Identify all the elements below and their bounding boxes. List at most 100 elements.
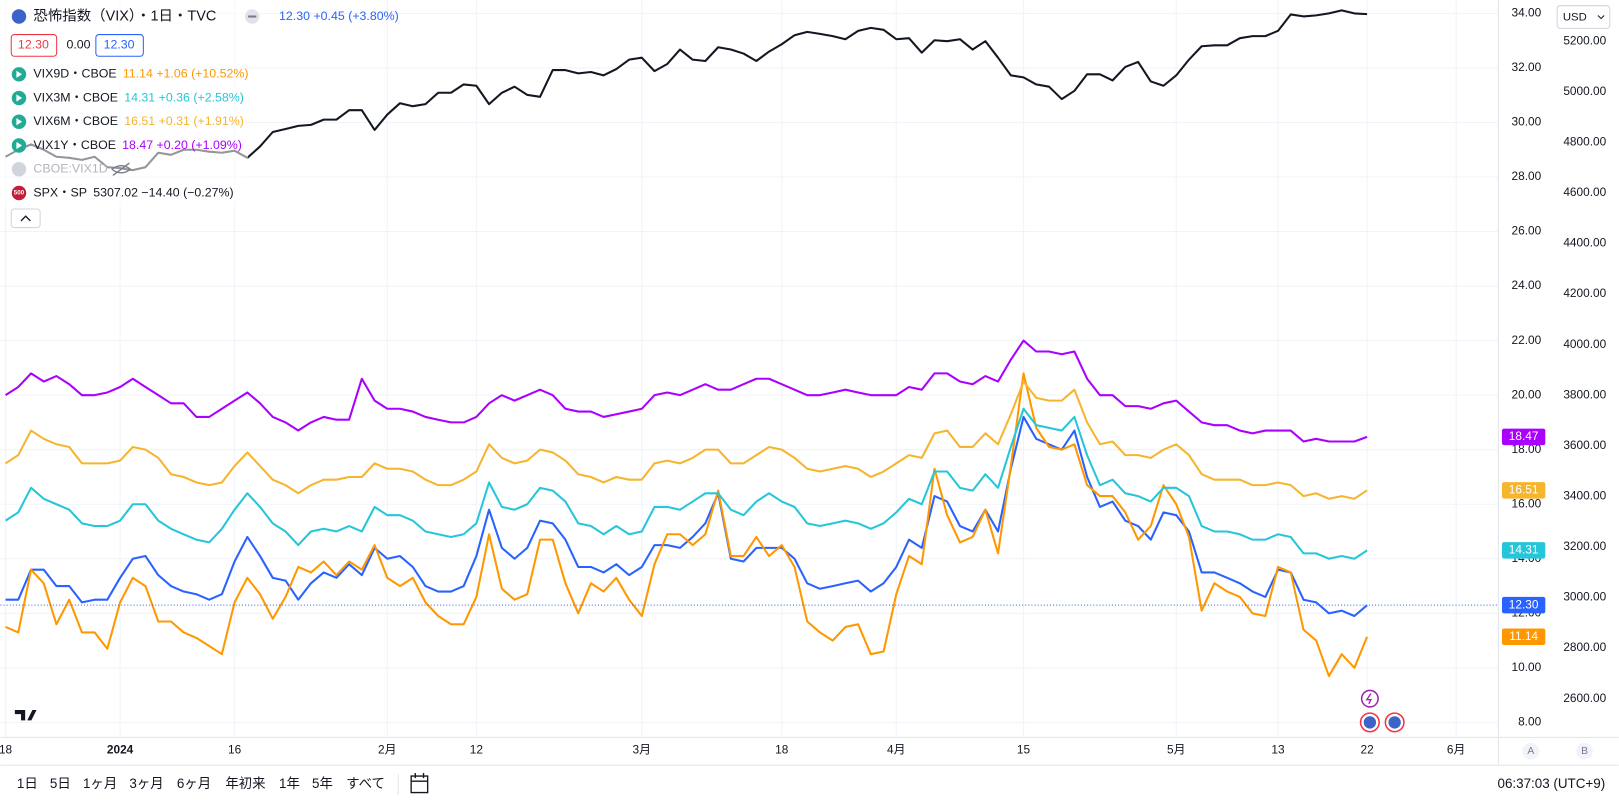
legend-value: 18.47 +0.20 (+1.09%): [122, 138, 242, 152]
legend-value: 12.30 +0.45 (+3.80%): [279, 9, 399, 23]
y-tick-label: 22.00: [1512, 333, 1542, 347]
y-tick-label: 20.00: [1512, 387, 1542, 401]
price-tag-label: 11.14: [1509, 629, 1538, 643]
badge: 500: [14, 190, 25, 197]
legend-name[interactable]: 恐怖指数（VIX）・1日・TVC: [33, 7, 216, 24]
x-tick-label: 3月: [633, 742, 651, 756]
x-tick-label: 18: [0, 742, 13, 756]
price-tag: [1501, 428, 1546, 446]
scale-button-label[interactable]: A: [1527, 746, 1534, 757]
y-tick-label: 30.00: [1512, 115, 1542, 129]
x-tick-label: 6月: [1447, 742, 1465, 756]
symbol-icon-mark: [16, 118, 23, 126]
scale-button[interactable]: [1522, 743, 1540, 760]
y-tick-label: 34.00: [1512, 6, 1542, 20]
legend-value: 14.31 +0.36 (+2.58%): [124, 90, 244, 104]
x-tick-label: 2月: [378, 742, 396, 756]
range-button[interactable]: 3ヶ月: [129, 776, 163, 791]
legend-name[interactable]: VIX6M・CBOE: [33, 114, 118, 128]
price-tag: [1501, 628, 1546, 646]
symbol-icon-mark: [16, 70, 23, 78]
x-tick-label: 15: [1017, 742, 1031, 756]
flag-icon: [1363, 716, 1377, 729]
hidden-series[interactable]: CBOE:VIX1D: [33, 162, 107, 176]
clock: 06:37:03 (UTC+9): [1497, 776, 1605, 791]
hidden-icon: [11, 162, 27, 177]
symbol-icon-mark: [16, 94, 23, 102]
y-tick-label: 18.00: [1512, 442, 1542, 456]
currency[interactable]: USD: [1563, 12, 1587, 24]
sell-price[interactable]: 12.30: [18, 38, 49, 52]
x-tick-label: 13: [1271, 742, 1285, 756]
logo[interactable]: [14, 710, 37, 721]
legend-name[interactable]: VIX9D・CBOE: [33, 67, 116, 81]
badge-icon: [11, 185, 27, 201]
series-line: [5, 339, 1368, 443]
collapse-icon: [20, 215, 31, 222]
range-button[interactable]: 6ヶ月: [177, 776, 211, 791]
y2-tick-label: 3800.00: [1563, 387, 1606, 401]
event-icon[interactable]: [1360, 689, 1379, 708]
y2-tick-label: 2800.00: [1563, 640, 1606, 654]
price-tag: [1501, 542, 1546, 559]
y2-tick-label: 4800.00: [1563, 135, 1606, 149]
scale-button-label[interactable]: B: [1581, 746, 1588, 757]
legend-value: 5307.02 −14.40 (−0.27%): [93, 185, 233, 199]
currency-button[interactable]: [1556, 5, 1611, 29]
x-tick-label: 22: [1361, 742, 1374, 756]
currency-caret: [1597, 15, 1605, 20]
y2-tick-label: 4000.00: [1563, 337, 1606, 351]
range-button[interactable]: 1ヶ月: [83, 776, 117, 791]
x-tick-label: 12: [470, 742, 483, 756]
sell-box[interactable]: [10, 34, 58, 57]
series-line: [5, 380, 1368, 500]
y-tick-label: 16.00: [1512, 496, 1542, 510]
legend-value: 16.51 +0.31 (+1.91%): [124, 114, 244, 128]
legend-value: 11.14 +1.06 (+10.52%): [123, 67, 249, 81]
price-tag: [1501, 596, 1546, 614]
price-tag-label: 18.47: [1509, 429, 1539, 443]
x-tick-label: 5月: [1167, 742, 1185, 756]
y2-tick-label: 4600.00: [1563, 185, 1606, 199]
range-button[interactable]: 1年: [279, 776, 300, 791]
price-tag-label: 12.30: [1509, 597, 1539, 611]
series-line: [5, 407, 1368, 560]
scale-button[interactable]: [1576, 743, 1593, 760]
event-bolt: [1365, 693, 1372, 705]
symbol-icon-mark: [16, 141, 23, 150]
eye-off-icon[interactable]: [111, 162, 132, 176]
series-line: [5, 415, 1368, 618]
range-button[interactable]: 5年: [312, 776, 333, 791]
y2-tick-label: 3200.00: [1563, 539, 1606, 553]
collapse-button[interactable]: [10, 208, 41, 229]
grid: [0, 0, 1498, 737]
x-tick-label: 16: [228, 742, 242, 756]
buy-price[interactable]: 12.30: [104, 38, 135, 52]
range-button[interactable]: 1日: [17, 776, 38, 791]
range-button[interactable]: すべて: [346, 776, 385, 791]
legend-name[interactable]: SPX・SP: [33, 185, 87, 199]
range-button[interactable]: 年初来: [225, 776, 265, 791]
y2-tick-label: 5000.00: [1563, 84, 1606, 98]
legend-name[interactable]: VIX1Y・CBOE: [33, 138, 116, 152]
range-button[interactable]: 5日: [50, 776, 71, 791]
price-tag-label: 16.51: [1509, 482, 1539, 496]
price-tag: [1501, 482, 1546, 499]
y-tick-label: 10.00: [1512, 660, 1542, 674]
x-tick-label: 2024: [107, 742, 134, 756]
series-line: [5, 372, 1369, 678]
y2-tick-label: 3400.00: [1563, 489, 1606, 503]
y-tick-label: 8.00: [1518, 715, 1541, 729]
y-tick-label: 26.00: [1512, 224, 1542, 238]
y2-tick-label: 5200.00: [1563, 33, 1606, 47]
flag-icon: [1388, 716, 1401, 729]
calendar-icon[interactable]: [410, 772, 429, 794]
buy-box[interactable]: [95, 34, 144, 57]
flag-icon: [11, 9, 27, 24]
spread: 0.00: [66, 38, 90, 52]
legend-name[interactable]: VIX3M・CBOE: [33, 90, 118, 104]
y2-tick-label: 4200.00: [1563, 286, 1606, 300]
y-tick-label: 32.00: [1512, 60, 1542, 74]
